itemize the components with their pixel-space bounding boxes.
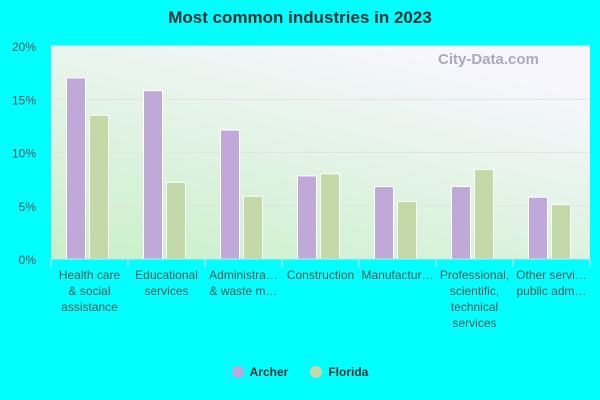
x-tick-label: Other servi… <box>516 268 587 282</box>
y-tick-label: 0% <box>19 253 37 267</box>
x-tick-label: Construction <box>287 268 354 282</box>
legend-label: Florida <box>328 365 369 379</box>
x-tick-label: Administra… <box>209 268 278 282</box>
bar-florida <box>89 114 109 260</box>
x-tick-label: Educational <box>135 268 198 282</box>
bar-florida <box>243 195 263 260</box>
legend-label: Archer <box>249 365 289 379</box>
y-tick-label: 20% <box>12 40 36 54</box>
y-tick-label: 10% <box>12 147 36 161</box>
legend-swatch <box>310 366 323 378</box>
legend-swatch <box>231 366 244 378</box>
bar-florida <box>551 204 571 260</box>
x-tick-label: scientific, <box>450 284 499 298</box>
legend-item-florida: Florida <box>310 365 368 379</box>
x-tick-label: assistance <box>61 300 118 314</box>
chart-title: Most common industries in 2023 <box>168 8 432 27</box>
bar-archer <box>374 186 394 260</box>
x-tick-label: Manufactur… <box>361 268 433 282</box>
bar-florida <box>397 200 417 260</box>
x-tick-label: & social <box>68 284 110 298</box>
bar-florida <box>166 181 186 260</box>
x-tick-label: public adm… <box>516 284 586 298</box>
x-tick-label: & waste m… <box>209 284 277 298</box>
bar-archer <box>143 90 163 260</box>
bar-florida <box>474 169 494 260</box>
bar-florida <box>320 173 340 260</box>
y-tick-label: 15% <box>12 93 36 107</box>
bar-archer <box>528 196 548 260</box>
bar-archer <box>297 175 317 260</box>
x-tick-label: Professional, <box>440 268 509 282</box>
legend-item-archer: Archer <box>231 365 289 379</box>
x-tick-label: services <box>144 284 188 298</box>
x-tick-label: Health care <box>59 268 121 282</box>
bar-archer <box>66 77 86 260</box>
x-tick-label: services <box>452 316 496 330</box>
y-tick-label: 5% <box>19 200 37 214</box>
bar-archer <box>451 186 471 260</box>
bar-archer <box>220 129 240 260</box>
x-tick-label: technical <box>451 300 498 314</box>
legend: Archer Florida <box>0 365 600 379</box>
watermark: City-Data.com <box>438 51 539 68</box>
